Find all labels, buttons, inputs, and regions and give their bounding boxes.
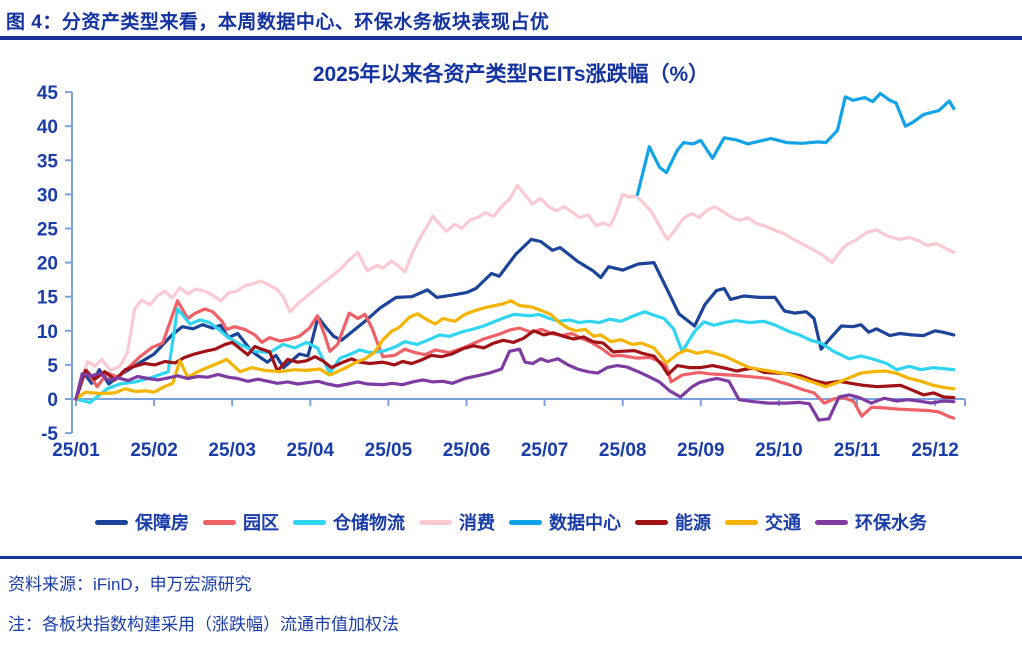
y-tick-label: 15 (37, 288, 59, 309)
legend-label: 数据中心 (549, 513, 621, 533)
x-tick-label: 25/11 (834, 440, 881, 461)
series-line-保障房 (74, 237, 956, 401)
x-tick-label: 25/10 (755, 440, 803, 461)
caption-underline (0, 36, 1022, 40)
x-tick-label: 25/05 (365, 440, 413, 461)
legend-item-数据中心: 数据中心 (509, 509, 621, 535)
legend-label: 能源 (675, 513, 711, 533)
legend-item-仓储物流: 仓储物流 (293, 509, 405, 535)
series-line-能源 (74, 329, 956, 401)
legend-swatch-icon (635, 519, 668, 525)
series-line-消费 (74, 183, 956, 401)
y-tick-label: 10 (37, 322, 58, 343)
x-tick-label: 25/12 (911, 440, 959, 461)
y-tick-label: 40 (37, 117, 58, 138)
source-note: 资料来源：iFinD，申万宏源研究 (8, 575, 252, 594)
y-tick-label: 20 (37, 254, 58, 275)
legend-label: 仓储物流 (333, 513, 405, 533)
x-tick-label: 25/09 (677, 440, 725, 461)
legend-item-消费: 消费 (419, 509, 495, 535)
y-tick-label: 25 (37, 220, 59, 241)
x-tick-label: 25/06 (443, 440, 491, 461)
legend-label: 交通 (765, 513, 801, 533)
chart-title: 2025年以来各资产类型REITs涨跌幅（%） (312, 63, 710, 86)
x-tick-label: 25/08 (599, 440, 647, 461)
legend-item-保障房: 保障房 (95, 509, 189, 535)
series-line-交通 (74, 299, 956, 401)
footer-divider (0, 556, 1022, 559)
legend-swatch-icon (509, 519, 542, 525)
method-note: 注：各板块指数构建采用（涨跌幅）流通市值加权法 (8, 615, 399, 634)
legend-label: 园区 (243, 513, 279, 533)
legend-label: 保障房 (135, 513, 189, 533)
legend-swatch-icon (203, 519, 236, 525)
series-line-仓储物流 (74, 307, 956, 404)
legend-label: 消费 (459, 513, 495, 533)
y-tick-label: 35 (37, 151, 59, 172)
legend-label: 环保水务 (855, 513, 927, 533)
y-tick-label: 5 (47, 356, 58, 377)
legend-swatch-icon (95, 519, 128, 525)
legend-item-交通: 交通 (725, 509, 801, 535)
legend-swatch-icon (815, 519, 848, 525)
legend-item-能源: 能源 (635, 509, 711, 535)
legend-item-环保水务: 环保水务 (815, 509, 927, 535)
figure-caption: 图 4：分资产类型来看，本周数据中心、环保水务板块表现占优 (6, 12, 550, 33)
legend-swatch-icon (725, 519, 758, 525)
legend-swatch-icon (293, 519, 326, 525)
x-tick-label: 25/01 (52, 440, 100, 461)
y-tick-label: 0 (47, 390, 58, 411)
x-tick-label: 25/02 (130, 440, 178, 461)
legend-swatch-icon (419, 519, 452, 525)
series-line-园区 (74, 299, 956, 420)
chart-legend: 保障房 园区 仓储物流 消费 数据中心 能源 交通 环保水务 (0, 504, 1022, 540)
y-tick-label: -5 (41, 424, 58, 445)
x-tick-label: 25/04 (287, 440, 335, 461)
x-tick-label: 25/03 (208, 440, 256, 461)
x-tick-label: 25/07 (521, 440, 569, 461)
series-line-环保水务 (74, 347, 956, 422)
y-tick-label: 30 (37, 185, 58, 206)
series-line-数据中心 (635, 91, 956, 196)
legend-item-园区: 园区 (203, 509, 279, 535)
